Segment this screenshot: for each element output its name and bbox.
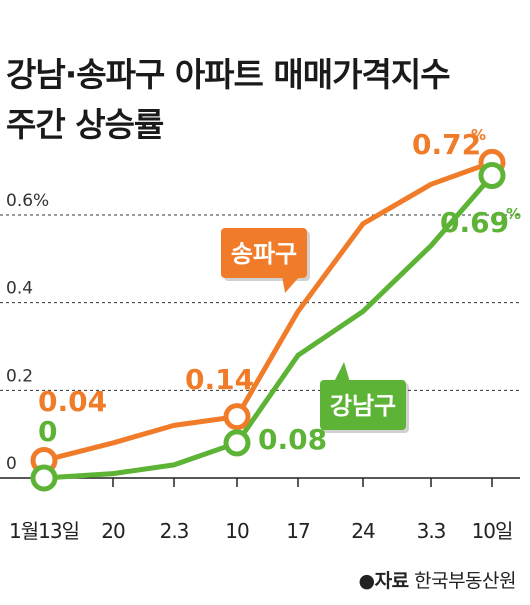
series-callout-songpa: 송파구 [221,228,310,293]
series-line-1 [41,173,495,481]
callout-box [221,228,307,278]
y-tick-label: 0.2 [6,366,33,386]
series-marker [478,162,506,190]
series-marker [223,403,251,431]
title-line-2: 주간 상승률 [6,105,164,144]
x-tick-label: 3.3 [417,519,446,543]
data-label: 0.14 [185,363,254,396]
data-label: 0.04 [38,385,107,418]
data-label: 0.72 [412,128,481,161]
callout-label: 송파구 [231,240,297,268]
data-label-unit: % [471,126,486,144]
series-callout-gangnam: 강남구 [320,362,409,433]
callout-label: 강남구 [330,392,396,420]
y-tick-label: 0 [6,454,17,474]
y-tick-label: 0.4 [6,279,33,299]
grid-layer [0,214,520,391]
chart-title: 강남·송파구 아파트 매매가격지수 주간 상승률 [6,50,451,150]
y-tick-label: 0.6% [6,191,49,211]
source-label: ●자료 [358,570,410,592]
x-tick-label: 10 [225,519,249,543]
x-tick-label: 17 [286,519,310,543]
series-layer [30,148,506,492]
data-label: 0.08 [258,423,327,456]
x-tick-label: 20 [101,519,125,543]
series-line-0 [41,159,495,463]
callout-tail [334,362,350,382]
series-marker [30,464,58,492]
source-credit: ●자료 한국부동산원 [358,566,517,593]
axis-layer: 0 0.2 0.4 0.6% 1월13일 20 2.3 10 17 24 3.3 10일 [0,191,520,543]
data-label-unit: % [506,205,521,223]
x-tick-label: 24 [351,519,375,543]
source-name: 한국부동산원 [414,570,516,592]
callout-box [320,380,406,430]
data-label: 0.69 [440,206,509,239]
data-label: 0 [38,415,57,448]
x-tick-label: 1월13일 [9,519,79,543]
callout-tail [282,276,300,293]
series-marker [223,429,251,457]
x-tick-label: 2.3 [160,519,189,543]
x-tick-label: 10일 [472,519,513,543]
title-line-1: 강남·송파구 아파트 매매가격지수 [6,55,451,94]
